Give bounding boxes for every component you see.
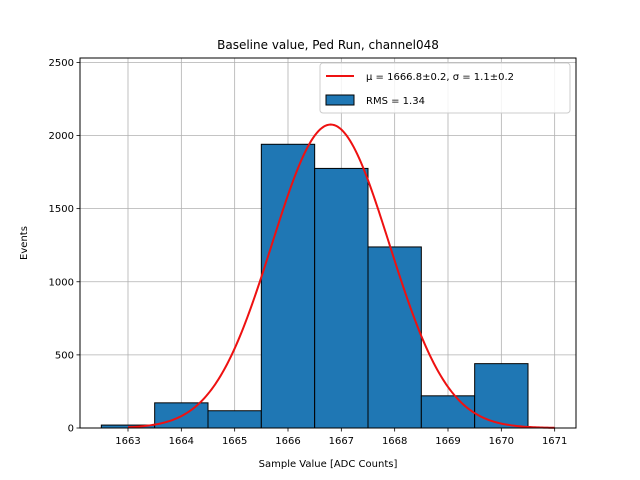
x-tick-label: 1664 — [169, 436, 194, 447]
histogram-bar — [207, 410, 262, 429]
legend-box — [319, 62, 571, 114]
x-tick-label: 1667 — [329, 436, 354, 447]
x-tick-label: 1666 — [275, 436, 300, 447]
y-tick-label: 0 — [68, 424, 74, 435]
y-tick-label: 2000 — [49, 131, 74, 142]
histogram-bar — [420, 395, 476, 429]
y-tick-label: 1000 — [49, 277, 74, 288]
legend-fit-label: μ = 1666.8±0.2, σ = 1.1±0.2 — [366, 72, 514, 83]
x-tick-label: 1663 — [115, 436, 140, 447]
fit-curve — [127, 123, 555, 429]
legend: μ = 1666.8±0.2, σ = 1.1±0.2 RMS = 1.34 — [319, 62, 571, 114]
y-tick-label: 2500 — [49, 58, 74, 69]
x-tick-label: 1671 — [542, 436, 567, 447]
chart-title: Baseline value, Ped Run, channel048 — [217, 38, 439, 52]
y-axis: 0 500 1000 1500 2000 2500 — [49, 58, 80, 435]
x-tick-label: 1668 — [382, 436, 407, 447]
histogram-bars — [100, 143, 529, 429]
y-tick-label: 500 — [55, 350, 74, 361]
x-tick-label: 1665 — [222, 436, 247, 447]
legend-hist-label: RMS = 1.34 — [366, 96, 425, 107]
legend-hist-swatch — [325, 94, 355, 106]
y-tick-label: 1500 — [49, 204, 74, 215]
histogram-bar — [367, 246, 422, 429]
x-axis: 1663 1664 1665 1666 1667 1668 1669 1670 1671 — [115, 428, 567, 447]
histogram-bar — [260, 143, 316, 429]
x-axis-label: Sample Value [ADC Counts] — [259, 459, 398, 470]
y-axis-label: Events — [19, 226, 30, 260]
x-tick-label: 1669 — [435, 436, 460, 447]
plot-frame — [79, 57, 577, 429]
histogram-bar — [314, 167, 369, 429]
x-tick-label: 1670 — [489, 436, 514, 447]
